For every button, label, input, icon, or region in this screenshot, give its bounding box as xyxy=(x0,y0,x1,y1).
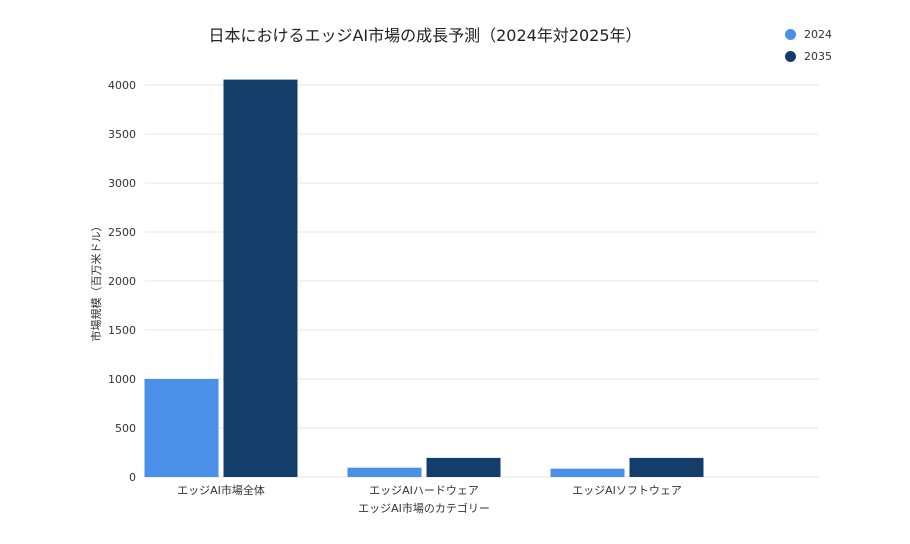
y-tick-label: 1000 xyxy=(108,373,136,386)
y-tick-label: 3500 xyxy=(108,128,136,141)
y-tick-label: 2000 xyxy=(108,275,136,288)
legend-swatch-2035 xyxy=(785,51,796,62)
legend-label-2024: 2024 xyxy=(804,28,832,41)
x-tick-label: エッジAIハードウェア xyxy=(369,484,479,497)
legend-item-2035: 2035 xyxy=(785,50,832,63)
bar-2035-0 xyxy=(223,79,298,478)
bar-2024-1 xyxy=(347,467,422,477)
bar-2024-0 xyxy=(144,379,219,477)
bar-2035-2 xyxy=(629,457,704,477)
y-tick-label: 2500 xyxy=(108,226,136,239)
y-tick-label: 500 xyxy=(115,422,136,435)
y-tick-label: 4000 xyxy=(108,79,136,92)
y-axis-title: 市場規模（百万米ドル） xyxy=(89,221,103,342)
legend-item-2024: 2024 xyxy=(785,28,832,41)
y-tick-label: 1500 xyxy=(108,324,136,337)
y-tick-label: 3000 xyxy=(108,177,136,190)
bar-2035-1 xyxy=(426,457,501,477)
legend-swatch-2024 xyxy=(785,29,796,40)
x-axis-title: エッジAI市場のカテゴリー xyxy=(358,501,490,515)
chart-title: 日本におけるエッジAI市場の成長予測（2024年対2025年） xyxy=(208,26,642,45)
legend-label-2035: 2035 xyxy=(804,50,832,63)
y-tick-label: 0 xyxy=(129,471,136,484)
bar-2024-2 xyxy=(550,468,625,477)
x-tick-label: エッジAIソフトウェア xyxy=(572,484,682,497)
x-tick-label: エッジAI市場全体 xyxy=(177,483,265,497)
